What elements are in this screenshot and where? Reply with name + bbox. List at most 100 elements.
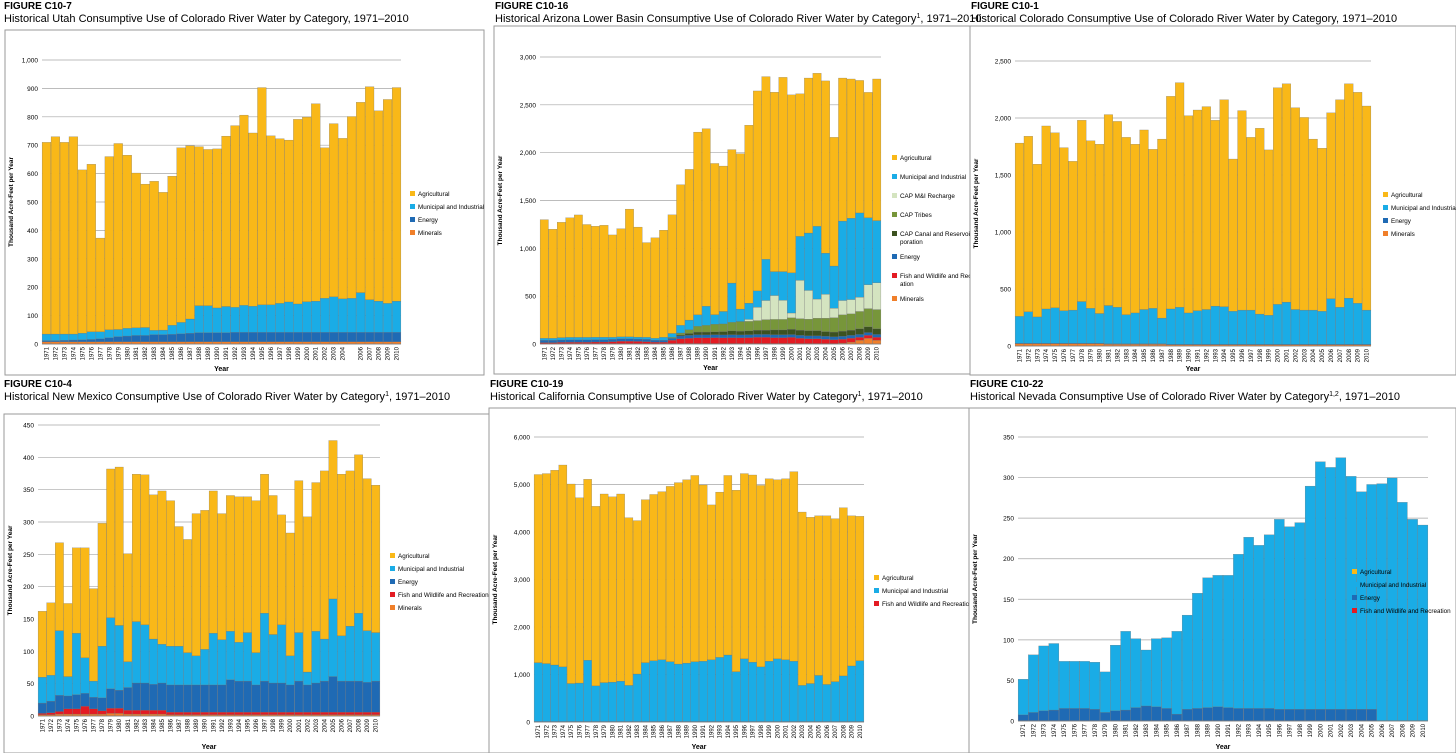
x-tick-label: 1988 bbox=[676, 724, 682, 738]
bar-segment bbox=[208, 490, 218, 634]
bar-segment bbox=[1362, 309, 1372, 345]
bar-segment bbox=[166, 711, 175, 715]
figure-title: Historical Arizona Lower Basin Consumpti… bbox=[495, 13, 982, 25]
y-tick-label: 450 bbox=[23, 423, 34, 430]
bar-segment bbox=[1068, 309, 1078, 344]
bar-segment bbox=[1317, 148, 1327, 312]
bar-segment bbox=[1058, 708, 1070, 721]
x-tick-label: 1978 bbox=[594, 724, 600, 738]
legend-item: Municipal and Industrial bbox=[1383, 205, 1456, 212]
bar-segment bbox=[285, 655, 295, 686]
bar-segment bbox=[320, 298, 330, 333]
x-tick-label: 1991 bbox=[1195, 348, 1201, 362]
bar-segment bbox=[624, 685, 634, 722]
x-tick-label: 1983 bbox=[635, 724, 641, 738]
bar-segment bbox=[633, 336, 643, 340]
bar-segment bbox=[194, 305, 204, 333]
x-tick-label: 1998 bbox=[772, 346, 778, 360]
bar-segment bbox=[328, 598, 338, 677]
x-tick-label: 2002 bbox=[323, 346, 329, 360]
bar-segment bbox=[328, 676, 338, 713]
bar-segment bbox=[347, 298, 357, 333]
bar-segment bbox=[608, 341, 617, 344]
bar-segment bbox=[1210, 120, 1220, 307]
bar-segment bbox=[625, 338, 634, 342]
y-axis-label: Thousand Acre-Feet per Year bbox=[973, 158, 980, 248]
x-tick-label: 1997 bbox=[764, 346, 770, 360]
bar-segment bbox=[217, 711, 227, 715]
bar-segment bbox=[1335, 457, 1347, 710]
bar-segment bbox=[41, 340, 52, 342]
bar-segment bbox=[632, 673, 642, 722]
bar-segment bbox=[176, 147, 186, 323]
bar-segment bbox=[338, 332, 348, 342]
legend-item: Fish and Wildlife and Recreatio bbox=[874, 601, 970, 608]
bar-segment bbox=[548, 342, 558, 344]
x-tick-label: 2002 bbox=[807, 346, 813, 360]
legend-swatch bbox=[1383, 205, 1388, 210]
x-tick-label: 1985 bbox=[1165, 723, 1171, 737]
bar-segment bbox=[293, 119, 303, 305]
bar-segment bbox=[284, 301, 294, 333]
bar-segment bbox=[1140, 649, 1152, 707]
x-tick-label: 1986 bbox=[660, 724, 666, 738]
legend-item: Agricultural bbox=[390, 553, 430, 560]
x-tick-label: 1981 bbox=[1124, 723, 1130, 737]
x-tick-label: 2008 bbox=[357, 718, 363, 732]
bar-segment bbox=[1059, 147, 1069, 311]
bar-segment bbox=[257, 304, 267, 333]
x-tick-label: 1986 bbox=[169, 718, 175, 732]
x-axis-label: Year bbox=[1186, 366, 1201, 373]
bar-segment bbox=[821, 294, 830, 319]
bar-segment bbox=[1089, 662, 1101, 710]
bar-segment bbox=[37, 611, 47, 678]
bar-segment bbox=[55, 630, 64, 696]
bar-segment bbox=[365, 299, 375, 333]
bar-segment bbox=[1304, 709, 1316, 721]
bar-segment bbox=[239, 114, 249, 306]
bar-segment bbox=[77, 339, 87, 342]
bar-segment bbox=[787, 337, 796, 344]
x-tick-label: 1994 bbox=[251, 346, 257, 360]
x-tick-label: 1983 bbox=[143, 718, 149, 732]
legend-label: Agricultural bbox=[900, 155, 932, 162]
bar-segment bbox=[77, 333, 87, 340]
x-tick-label: 1989 bbox=[696, 346, 702, 360]
bar-segment bbox=[354, 613, 363, 682]
bar-segment bbox=[230, 307, 240, 333]
bar-segment bbox=[347, 116, 357, 299]
bar-segment bbox=[1222, 575, 1234, 708]
bar-segment bbox=[185, 318, 195, 334]
x-tick-label: 2003 bbox=[1349, 723, 1355, 737]
x-tick-label: 2007 bbox=[348, 718, 354, 732]
x-tick-label: 1971 bbox=[536, 724, 542, 738]
x-tick-label: 1971 bbox=[40, 718, 46, 732]
bar-segment bbox=[191, 711, 201, 715]
bar-segment bbox=[1184, 115, 1194, 314]
bar-segment bbox=[591, 337, 600, 340]
bar-segment bbox=[194, 332, 204, 342]
x-tick-label: 1992 bbox=[1204, 348, 1210, 362]
bar-segment bbox=[701, 334, 711, 338]
bar-segment bbox=[37, 713, 47, 715]
bar-segment bbox=[328, 711, 338, 715]
x-tick-label: 1975 bbox=[80, 346, 86, 360]
bar-segment bbox=[1304, 485, 1316, 710]
bar-segment bbox=[166, 500, 175, 647]
bar-segment bbox=[625, 208, 634, 337]
bar-segment bbox=[104, 337, 114, 342]
legend-swatch bbox=[410, 230, 415, 235]
legend-label: Municipal and Industrial bbox=[398, 566, 464, 573]
x-tick-label: 1992 bbox=[1236, 723, 1242, 737]
bar-segment bbox=[371, 485, 381, 633]
legend-label: Minerals bbox=[398, 605, 422, 612]
bar-segment bbox=[806, 517, 815, 684]
bar-segment bbox=[710, 331, 720, 335]
bar-segment bbox=[208, 711, 218, 715]
bar-segment bbox=[200, 711, 210, 715]
x-tick-label: 2001 bbox=[798, 346, 804, 360]
legend-item: Minerals bbox=[1383, 231, 1415, 238]
bar-segment bbox=[311, 300, 321, 333]
x-tick-label: 1995 bbox=[260, 346, 266, 360]
x-tick-label: 2004 bbox=[808, 724, 814, 738]
